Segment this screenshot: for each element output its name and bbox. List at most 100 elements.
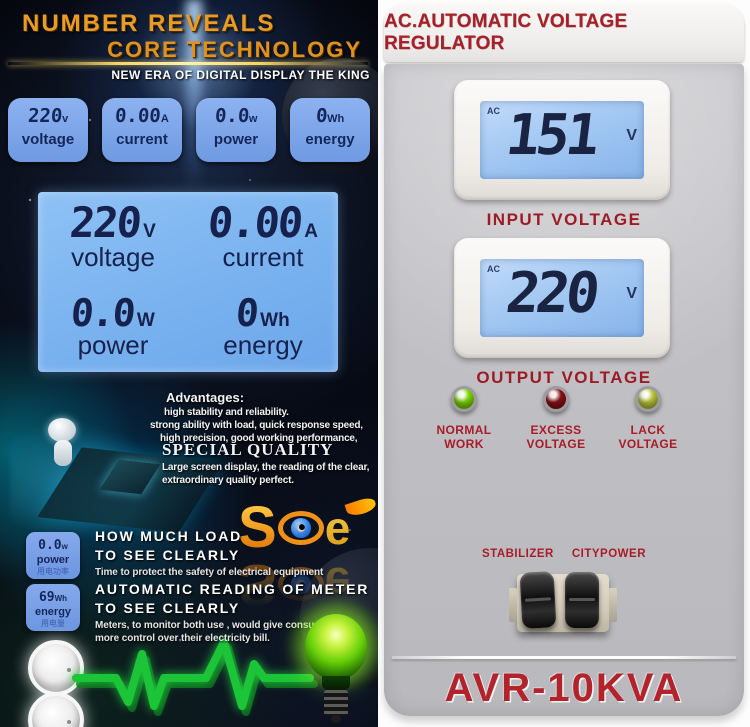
advantages-heading: Advantages: <box>166 390 245 405</box>
yellow-led-icon <box>635 386 661 412</box>
stat-unit: v <box>62 113 69 125</box>
badge-unit: w <box>61 542 68 551</box>
feature-load-block: HOW MUCH LOAD TO SEE CLEARLY Time to pro… <box>95 527 323 578</box>
stat-box-energy: 0Wh energy <box>290 98 370 162</box>
output-voltage-meter: AC 220 V <box>454 238 670 358</box>
switch-labels: STABILIZER CITYPOWER <box>384 548 744 560</box>
feature-subheading: TO SEE CLEARLY <box>95 546 241 563</box>
advantages-line: high precision, good working performance… <box>160 433 358 444</box>
lcd-unit: Wh <box>260 310 290 332</box>
badge-value: 69 <box>38 590 55 605</box>
lcd-quadrant-voltage: 220 V voltage <box>38 192 188 282</box>
ac-badge: AC <box>487 106 500 116</box>
indicator-excess-voltage: EXCESS VOLTAGE <box>508 386 604 452</box>
indicator-label: WORK <box>444 437 484 452</box>
indicator-label: VOLTAGE <box>526 437 586 452</box>
stat-label: voltage <box>21 131 75 148</box>
headline-secondary: CORE TECHNOLOGY <box>107 37 362 62</box>
rocker-switch-right[interactable] <box>565 572 599 628</box>
lcd-label: current <box>222 242 304 273</box>
indicator-normal-work: NORMAL WORK <box>416 386 512 452</box>
indicator-lack-voltage: LACK VOLTAGE <box>600 386 696 452</box>
advantages-block: Advantages: high stability and reliabili… <box>150 390 376 444</box>
input-voltage-meter: AC 151 V <box>454 80 670 200</box>
special-quality-line: extraordinary quality perfect. <box>162 475 294 486</box>
regulator-title: AC.AUTOMATIC VOLTAGE REGULATOR <box>384 11 628 54</box>
transfer-switch[interactable] <box>509 570 617 636</box>
volt-unit: V <box>626 285 637 302</box>
robot-decoration <box>54 440 72 466</box>
digit-readout: 151 <box>502 103 600 168</box>
green-led-icon <box>451 386 477 412</box>
stat-unit: A <box>160 113 169 125</box>
light-bulb-icon <box>286 600 378 727</box>
round-button-knob[interactable] <box>28 640 84 696</box>
indicator-label: EXCESS <box>530 423 582 437</box>
indicator-label: NORMAL <box>436 423 492 437</box>
special-quality-line: Large screen display, the reading of the… <box>162 462 370 473</box>
lcd-quadrant-power: 0.0 W power <box>38 282 188 372</box>
badge-value: 0.0 <box>38 538 62 553</box>
badge-sublabel: 用电功率 <box>37 566 69 576</box>
lcd-label: voltage <box>71 242 155 273</box>
badge-label: energy <box>34 606 72 618</box>
stat-value: 220 <box>27 105 63 127</box>
special-quality-block: SPECIAL QUALITY Large screen display, th… <box>150 440 376 486</box>
lcd-screen: AC 151 V <box>480 101 644 179</box>
robot-decoration <box>48 418 76 442</box>
ac-badge: AC <box>487 264 500 274</box>
power-badge: 0.0w power 用电功率 <box>26 532 80 580</box>
stat-value: 0.0 <box>213 105 250 127</box>
lcd-value: 0.00 <box>205 198 304 248</box>
stat-box-current: 0.00A current <box>102 98 182 162</box>
product-photo-panel: AC.AUTOMATIC VOLTAGE REGULATOR AC 151 V … <box>378 0 750 727</box>
badge-label: power <box>36 554 70 566</box>
feature-desc: Time to protect the safety of electrical… <box>95 566 324 578</box>
stat-box-row: 220v voltage 0.00A current 0.0w power 0W… <box>8 98 370 162</box>
indicator-label: VOLTAGE <box>618 437 678 452</box>
lcd-value: 220 <box>68 198 143 248</box>
badge-sublabel: 用电量 <box>41 618 65 628</box>
advantages-line: high stability and reliability. <box>164 407 289 418</box>
lcd-quadrant-current: 0.00 A current <box>188 192 338 282</box>
stat-value: 0.00 <box>114 105 162 127</box>
stabilizer-label: STABILIZER <box>481 548 554 560</box>
lcd-value: 0.0 <box>69 291 136 336</box>
output-voltage-caption: OUTPUT VOLTAGE <box>476 368 652 387</box>
headline-subtitle: NEW ERA OF DIGITAL DISPLAY THE KING <box>111 68 370 82</box>
promo-panel: NUMBER REVEALS CORE TECHNOLOGY NEW ERA O… <box>0 0 378 727</box>
model-label: AVR-10KVA <box>444 666 684 710</box>
lcd-label: energy <box>223 330 303 361</box>
stat-label: power <box>213 131 259 148</box>
lcd-unit: V <box>143 221 156 243</box>
digit-readout: 220 <box>502 261 600 326</box>
lcd-unit: A <box>304 221 318 243</box>
stat-label: current <box>116 131 168 148</box>
lcd-quadrant-energy: 0 Wh energy <box>188 282 338 372</box>
top-nameplate: AC.AUTOMATIC VOLTAGE REGULATOR <box>384 4 744 62</box>
stat-box-voltage: 220v voltage <box>8 98 88 162</box>
feature-heading: AUTOMATIC READING OF METER <box>95 581 370 597</box>
lcd-screen: AC 220 V <box>480 259 644 337</box>
citypower-label: CITYPOWER <box>571 548 646 560</box>
rocker-switch-left[interactable] <box>519 571 557 629</box>
voltage-regulator-unit: AC.AUTOMATIC VOLTAGE REGULATOR AC 151 V … <box>384 4 744 719</box>
gold-divider <box>8 62 368 65</box>
input-voltage-caption: INPUT VOLTAGE <box>486 210 642 229</box>
indicator-label: LACK <box>630 423 666 437</box>
stat-label: energy <box>305 131 355 148</box>
lcd-label: power <box>77 330 149 361</box>
stat-value: 0 <box>314 105 328 127</box>
advantages-line: strong ability with load, quick response… <box>150 420 363 431</box>
energy-badge: 69Wh energy 用电量 <box>26 584 80 632</box>
stat-box-power: 0.0w power <box>196 98 276 162</box>
stat-unit: w <box>248 113 258 125</box>
feature-heading: HOW MUCH LOAD <box>95 528 243 544</box>
red-led-icon <box>543 386 569 412</box>
regulator-front-panel: AC 151 V INPUT VOLTAGE AC 220 V OUTPUT V… <box>384 64 744 716</box>
lcd-value: 0 <box>234 291 260 336</box>
panel-seam-line <box>392 656 736 659</box>
stat-unit: Wh <box>327 113 345 125</box>
lcd-unit: W <box>136 310 155 332</box>
